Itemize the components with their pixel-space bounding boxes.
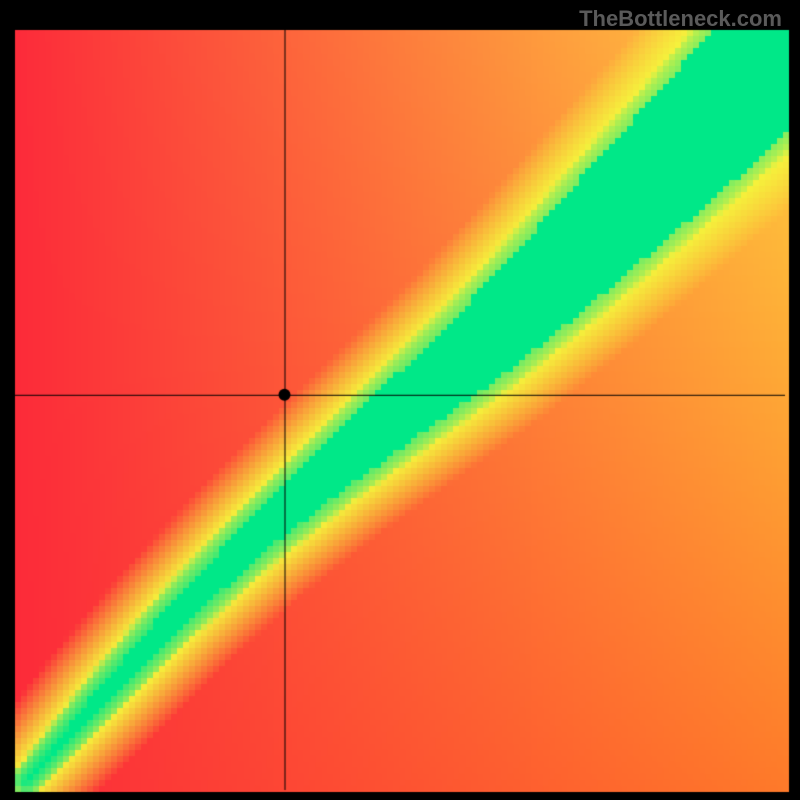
- heatmap-canvas: [0, 0, 800, 800]
- watermark-text: TheBottleneck.com: [579, 6, 782, 32]
- chart-container: TheBottleneck.com: [0, 0, 800, 800]
